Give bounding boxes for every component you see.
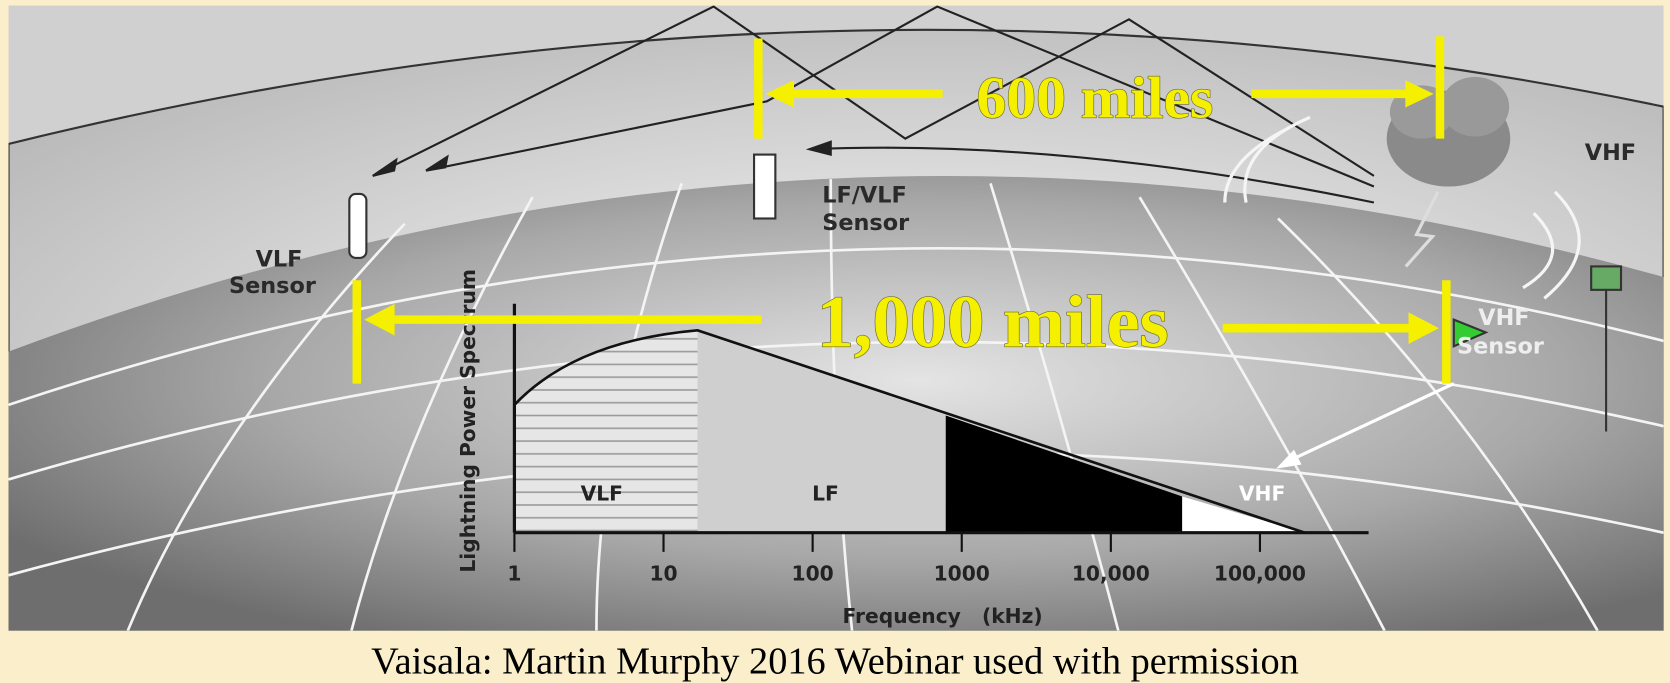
sensor-label: Sensor: [822, 210, 909, 236]
sensor-icons: [348, 153, 1623, 432]
tick-label: 100,000: [1214, 562, 1306, 586]
vhf-label: VHF: [1585, 140, 1636, 166]
sensor-label: Sensor: [229, 273, 316, 299]
spectrum: 1 10 100 1000 10,000 100,000 Frequency (…: [456, 269, 1455, 628]
sensor-label: VLF: [256, 246, 303, 272]
band-label: VLF: [581, 482, 623, 506]
spectrum-curve: [513, 328, 1306, 534]
tick-label: 10,000: [1072, 562, 1150, 586]
tick-label: 10: [649, 562, 677, 586]
vhf-pointer-head: [1275, 449, 1302, 469]
scene: 1 10 100 1000 10,000 100,000 Frequency (…: [8, 5, 1664, 631]
vhf-pointer: [1282, 382, 1455, 465]
tick-label: 100: [792, 562, 834, 586]
band-lf: [697, 330, 946, 533]
sensor-label: LF/VLF: [822, 183, 907, 209]
band-vlf: [514, 330, 698, 533]
caption: Vaisala: Martin Murphy 2016 Webinar used…: [371, 640, 1299, 682]
tick-label: 1000: [934, 562, 990, 586]
band-label: LF: [812, 482, 839, 506]
sensor-label: VHF: [1478, 305, 1529, 331]
x-axis-label: Frequency (kHz): [843, 604, 1043, 628]
distance-label: 1,000 miles: [817, 281, 1169, 363]
tick-label: 1: [507, 562, 521, 586]
x-ticks: [513, 532, 1262, 552]
y-axis-label: Lightning Power Spectrum: [456, 269, 480, 573]
band-hf: [945, 415, 1183, 533]
band-label: VHF: [1239, 482, 1285, 506]
distance-label: 600 miles: [976, 64, 1213, 130]
skywave-paths: [372, 5, 1375, 204]
distance-markers: [352, 36, 1451, 384]
sensor-label: Sensor: [1457, 334, 1544, 360]
